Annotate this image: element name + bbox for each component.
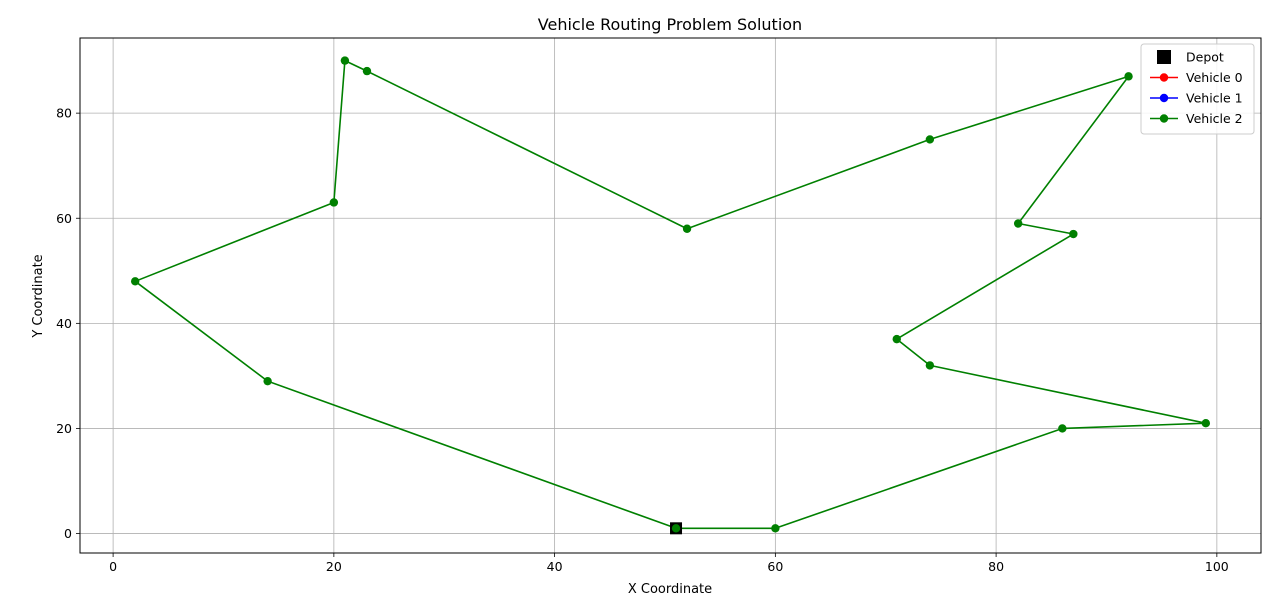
y-tick-label: 40 [56,316,72,331]
y-tick-label: 60 [56,211,72,226]
legend: Depot Vehicle 0 Vehicle 1 Vehicle 2 [1140,43,1255,135]
route-point [892,334,901,344]
legend-label: Vehicle 1 [1186,91,1243,106]
x-tick-label: 0 [109,559,117,574]
depot-layer [670,522,683,535]
route-point [263,376,272,386]
chart-title: Vehicle Routing Problem Solution [538,15,802,34]
y-axis-ticks: 0 20 40 60 80 [56,106,80,541]
route-point [1201,418,1211,428]
legend-marker-swatch [1159,93,1169,103]
legend-label: Vehicle 0 [1186,70,1243,85]
x-tick-label: 20 [326,559,342,574]
y-axis-label: Y Coordinate [31,254,46,338]
route-point [130,277,140,286]
route-point [340,56,350,65]
route-point [682,224,692,233]
legend-label: Depot [1186,50,1224,65]
route-point [925,135,935,144]
route-point [1124,72,1133,81]
x-axis-ticks: 0 20 40 60 80 100 [109,553,1229,574]
y-tick-label: 80 [56,106,72,121]
route-point [362,66,372,76]
legend-label: Vehicle 2 [1186,111,1243,126]
route-point [925,361,935,370]
route-point [1069,229,1078,239]
y-tick-label: 0 [64,526,72,541]
route-point [1013,219,1023,228]
plot-frame [79,37,1262,554]
legend-marker-swatch [1159,73,1169,82]
route-point [329,198,339,207]
route-start-point [671,524,681,533]
y-tick-label: 20 [56,421,72,436]
route-point [771,524,780,533]
x-tick-label: 40 [547,559,563,574]
x-axis-label: X Coordinate [628,582,712,597]
x-tick-label: 60 [767,559,783,574]
x-tick-label: 100 [1205,559,1229,574]
route-point [1058,424,1067,433]
x-tick-label: 80 [988,559,1004,574]
legend-box [1140,43,1255,135]
legend-depot-swatch [1157,50,1171,64]
legend-marker-swatch [1159,114,1169,123]
